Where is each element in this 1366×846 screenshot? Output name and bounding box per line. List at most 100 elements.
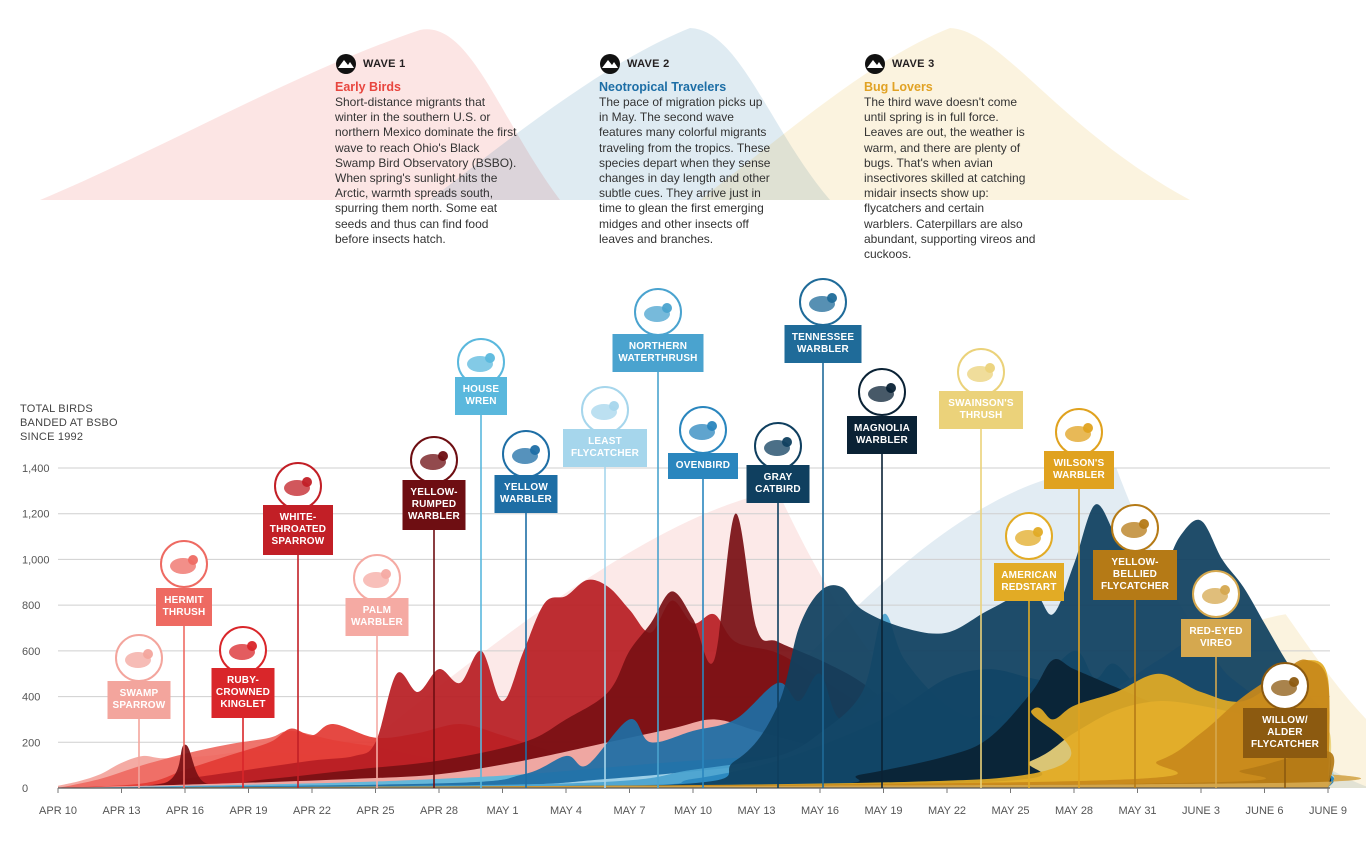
species-name: NORTHERN [629, 341, 687, 352]
species-name: WATERTHRUSH [618, 353, 697, 364]
species-name: FLYCATCHER [1101, 581, 1170, 592]
bird-head-icon [1289, 677, 1299, 687]
species-tag [1044, 451, 1114, 489]
label-leader-lines [138, 363, 1286, 788]
bird-head-icon [143, 649, 153, 659]
wave-3-backdrop [700, 28, 1190, 200]
species-name: THROATED [270, 524, 326, 535]
label-ovenbird: OVENBIRD [668, 406, 738, 479]
bird-head-icon [707, 421, 717, 431]
species-tag [211, 668, 275, 718]
area-red-eyed-vireo [58, 774, 1362, 788]
y-tick-label: 0 [22, 783, 28, 795]
species-tag [345, 598, 409, 636]
species-name: GRAY [764, 472, 793, 483]
wave-title: Early Birds [335, 80, 402, 94]
species-name: WARBLER [797, 344, 850, 355]
x-tick-label: MAY 19 [864, 805, 902, 817]
bird-head-icon [438, 451, 448, 461]
species-name: WARBLER [856, 435, 909, 446]
x-tick-label: MAY 16 [801, 805, 839, 817]
bird-head-icon [1033, 527, 1043, 537]
y-tick-label: 400 [22, 692, 40, 704]
species-tag [494, 475, 558, 513]
bird-head-icon [1220, 585, 1230, 595]
bird-head-icon [188, 555, 198, 565]
species-name: SWAINSON'S [948, 398, 1014, 409]
species-name: YELLOW- [410, 487, 457, 498]
bird-head-icon [1139, 519, 1149, 529]
species-name: HOUSE [463, 384, 500, 395]
species-tag [563, 429, 647, 467]
x-tick-label: APR 10 [39, 805, 77, 817]
species-tag [939, 391, 1023, 429]
wave-1-block: WAVE 1 Early Birds Short-distance migran… [335, 52, 520, 247]
y-tick-label: 1,400 [22, 463, 50, 475]
wave-icon [865, 54, 885, 74]
bird-head-icon [827, 293, 837, 303]
wave-title: Bug Lovers [864, 80, 933, 94]
species-name: WARBLER [1053, 470, 1106, 481]
species-name: CROWNED [216, 687, 270, 698]
x-tick-label: MAY 28 [1055, 805, 1093, 817]
species-name: YELLOW [504, 482, 548, 493]
y-tick-labels: 0 200 400 600 800 1,000 1,200 1,400 [22, 463, 50, 795]
wave-icon [336, 54, 356, 74]
wave-2-block: WAVE 2 Neotropical Travelers The pace of… [599, 52, 771, 247]
bird-head-icon [886, 383, 896, 393]
species-name: HERMIT [164, 595, 204, 606]
wave-description: Short-distance migrants that winter in t… [335, 95, 517, 246]
species-name: RED-EYED [1189, 626, 1242, 637]
x-tick-label: MAY 22 [928, 805, 966, 817]
species-name: WILLOW/ [1262, 715, 1308, 726]
species-name: LEAST [588, 436, 622, 447]
species-tag [1093, 550, 1177, 600]
x-tick-label: MAY 10 [674, 805, 712, 817]
wave-1-backdrop [40, 29, 560, 201]
species-labels: SWAMPSPARROWHERMITTHRUSHRUBY-CROWNEDKING… [107, 278, 1327, 758]
species-name: CATBIRD [755, 484, 801, 495]
y-axis-label: TOTAL BIRDS BANDED AT BSBO SINCE 1992 [20, 403, 118, 443]
species-tag [455, 377, 507, 415]
wave-icon [600, 54, 620, 74]
bird-head-icon [609, 401, 619, 411]
species-name: AMERICAN [1001, 570, 1057, 581]
bird-head-icon [381, 569, 391, 579]
bird-head-icon [530, 445, 540, 455]
species-name: YELLOW- [1111, 557, 1158, 568]
species-name: WARBLER [351, 617, 404, 628]
species-name: THRUSH [163, 607, 206, 618]
bird-head-icon [662, 303, 672, 313]
species-name: PALM [363, 605, 391, 616]
x-tick-label: APR 16 [166, 805, 204, 817]
y-tick-label: 200 [22, 737, 40, 749]
x-tick-label: APR 19 [230, 805, 268, 817]
species-name: SWAMP [120, 688, 159, 699]
species-name: TENNESSEE [792, 332, 855, 343]
wave-2-backdrop [430, 28, 830, 200]
species-name: VIREO [1200, 638, 1232, 649]
bird-head-icon [1083, 423, 1093, 433]
wave-description: The pace of migration picks up in May. T… [599, 95, 771, 246]
bird-head-icon [302, 477, 312, 487]
species-name: FLYCATCHER [571, 448, 640, 459]
species-tag [668, 453, 738, 479]
x-tick-label: JUNE 9 [1309, 805, 1347, 817]
species-name: SPARROW [113, 700, 166, 711]
bird-head-icon [247, 641, 257, 651]
bird-head-icon [485, 353, 495, 363]
y-tick-label: 600 [22, 646, 40, 658]
